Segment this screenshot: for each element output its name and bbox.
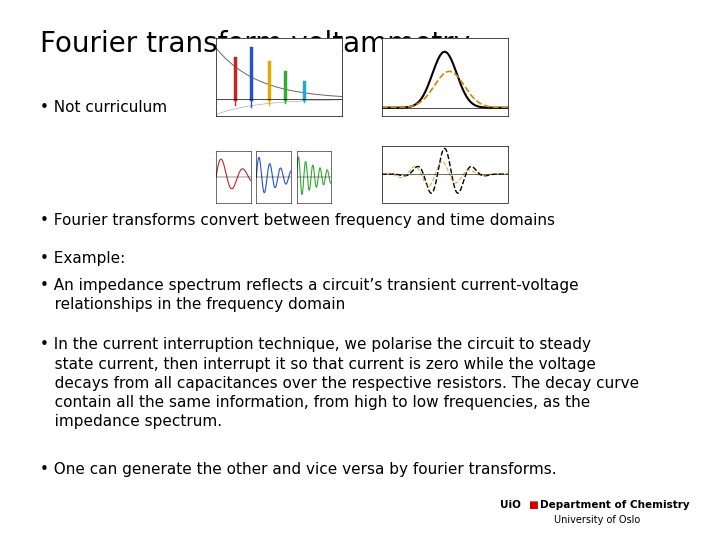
Text: ■: ■ xyxy=(528,500,538,510)
Text: UiO: UiO xyxy=(500,500,521,510)
Text: Department of Chemistry: Department of Chemistry xyxy=(540,500,690,510)
Text: • An impedance spectrum reflects a circuit’s transient current-voltage
   relati: • An impedance spectrum reflects a circu… xyxy=(40,278,578,312)
Text: • Not curriculum: • Not curriculum xyxy=(40,100,167,115)
Text: • One can generate the other and vice versa by fourier transforms.: • One can generate the other and vice ve… xyxy=(40,462,557,477)
Text: • Example:: • Example: xyxy=(40,251,125,266)
Text: University of Oslo: University of Oslo xyxy=(554,515,641,525)
Text: Fourier transform voltammetry: Fourier transform voltammetry xyxy=(40,30,469,58)
Text: • In the current interruption technique, we polarise the circuit to steady
   st: • In the current interruption technique,… xyxy=(40,338,639,429)
Text: • Fourier transforms convert between frequency and time domains: • Fourier transforms convert between fre… xyxy=(40,213,554,228)
